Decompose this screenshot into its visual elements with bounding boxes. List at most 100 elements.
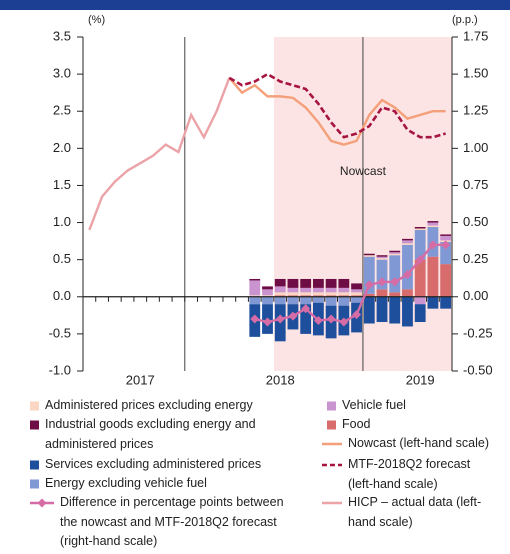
legend-icon <box>327 420 336 430</box>
bar <box>376 259 388 290</box>
bar <box>414 296 426 305</box>
y2-tick-label: 1.75 <box>463 28 488 43</box>
legend-label: Energy excluding vehicle fuel <box>45 476 207 490</box>
bar <box>249 296 261 305</box>
legend-label: HICP – actual data (left-hand scale) <box>348 495 482 529</box>
bar <box>389 252 401 254</box>
legend-icon <box>30 479 39 489</box>
bar <box>300 295 312 297</box>
bar <box>287 278 299 288</box>
legend-label: Vehicle fuel <box>342 398 406 412</box>
y-tick-label: 0.0 <box>53 288 71 303</box>
marker <box>250 314 260 324</box>
marker <box>390 277 400 287</box>
bar <box>376 256 388 259</box>
legend-icon <box>30 401 39 411</box>
bar <box>427 221 439 223</box>
y2-tick-label: -0.50 <box>463 362 493 377</box>
bar <box>262 286 273 290</box>
bar <box>414 259 426 297</box>
x-tick-label: 2018 <box>266 372 295 387</box>
bar <box>249 295 261 297</box>
annotation: Nowcast <box>340 164 387 178</box>
bar <box>338 292 350 296</box>
legend-icon <box>30 420 39 430</box>
bar <box>338 296 350 306</box>
legend-label: Food <box>342 417 371 431</box>
x-tick-label: 2019 <box>406 372 435 387</box>
bar <box>363 296 375 324</box>
bar <box>262 289 273 296</box>
bar <box>414 228 426 230</box>
line <box>254 243 446 324</box>
x-tick-label: 2017 <box>126 372 155 387</box>
bar <box>300 292 312 296</box>
legend-swatch <box>30 420 39 430</box>
bar <box>287 295 299 297</box>
y-tick-label: -1.0 <box>49 362 71 377</box>
bar <box>351 292 362 296</box>
bar <box>363 253 375 256</box>
y2-tick-label: 0.00 <box>463 288 488 303</box>
y2-tick-label: 1.50 <box>463 66 488 81</box>
bar <box>414 227 426 229</box>
y2-tick-label: 0.50 <box>463 214 488 229</box>
marker <box>313 316 323 326</box>
bar <box>325 278 337 288</box>
marker <box>352 310 362 320</box>
bar <box>427 222 439 226</box>
y-tick-label: 0.5 <box>53 251 71 266</box>
y-tick-label: 2.5 <box>53 103 71 118</box>
bar <box>274 278 286 287</box>
legend-marker <box>37 498 47 508</box>
bar <box>389 292 401 297</box>
bar <box>262 296 273 305</box>
bar <box>414 229 426 260</box>
bar <box>249 280 261 296</box>
marker <box>301 304 311 314</box>
bar <box>312 295 324 297</box>
bar <box>274 296 286 305</box>
bar <box>274 292 286 296</box>
marker <box>364 280 374 290</box>
bar <box>325 296 337 306</box>
bar <box>312 292 324 296</box>
bar <box>351 295 362 297</box>
bar <box>402 296 413 327</box>
bar <box>402 240 413 244</box>
line <box>88 77 231 231</box>
legend-icon <box>322 442 342 446</box>
bar <box>287 296 299 305</box>
bar <box>312 278 324 288</box>
bar <box>287 292 299 296</box>
legend-label: MTF-2018Q2 forecast (left-hand scale) <box>348 457 471 491</box>
header-band <box>0 0 510 10</box>
bar <box>427 225 439 228</box>
y-tick-label: 1.5 <box>53 177 71 192</box>
y2-axis-label: (p.p.) <box>452 14 478 26</box>
bar <box>351 289 362 293</box>
bar <box>274 286 286 293</box>
y-axis-label: (%) <box>88 14 105 26</box>
bar <box>376 296 388 323</box>
bar <box>389 253 401 256</box>
y-tick-label: 2.0 <box>53 140 71 155</box>
bar <box>325 292 337 296</box>
legend-label: Difference in percentage points between … <box>60 495 284 548</box>
bar <box>389 255 401 293</box>
bar <box>325 295 337 297</box>
line <box>228 72 447 139</box>
legend-label: Industrial goods excluding energy and ad… <box>45 417 256 451</box>
bar <box>440 241 452 265</box>
y-tick-label: 3.0 <box>53 66 71 81</box>
y-tick-label: -0.5 <box>49 325 71 340</box>
bar <box>338 295 350 297</box>
legend-label: Administered prices excluding energy <box>45 398 253 412</box>
marker <box>339 317 349 327</box>
legend-label: Services excluding administered prices <box>45 457 262 471</box>
marker <box>428 240 438 250</box>
bar <box>427 256 439 297</box>
legend-swatch <box>327 401 336 411</box>
